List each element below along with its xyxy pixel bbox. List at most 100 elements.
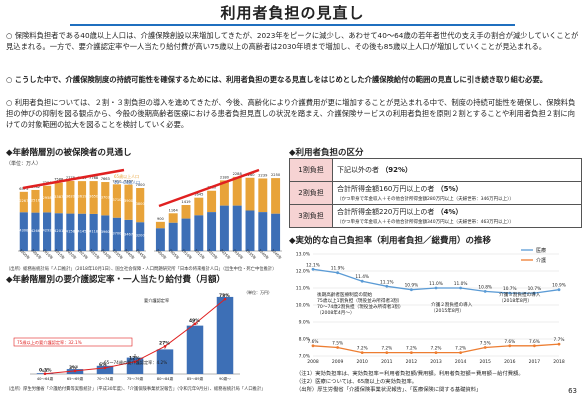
data-label: 2250	[271, 173, 281, 177]
annotation-65: 65～74歳の要介護認定率：4.2%	[104, 359, 167, 366]
data-label: 7.2%	[406, 346, 417, 352]
legend-kaigo: 介護	[536, 257, 546, 264]
data-label: 4266	[31, 229, 41, 233]
data-point	[312, 268, 315, 271]
bar-85plus	[258, 178, 267, 212]
bar-75-84	[271, 214, 280, 251]
annotation-koki: 75歳以上1割負担（現役並み所得者3割）	[317, 297, 402, 304]
data-point	[484, 290, 487, 293]
self-burden-chart: 7.0%8.0%9.0%10.0%11.0%12.0%13.0%2008 2009…	[289, 244, 579, 367]
tick-label: 12.0%	[296, 269, 311, 275]
data-label: 900	[157, 217, 165, 221]
bar-85plus	[156, 222, 165, 228]
data-label: 7.6%	[529, 339, 540, 345]
bar-85plus	[271, 178, 280, 214]
tick-label: 9.0%	[299, 320, 311, 326]
bar-75-84	[220, 206, 229, 251]
data-label: 3703	[101, 196, 110, 200]
burden-text: 下記以外の者	[337, 166, 379, 174]
burden-label: 1割負担	[290, 159, 333, 182]
data-point	[385, 351, 388, 354]
data-label: 3800	[136, 202, 146, 206]
data-point	[558, 343, 561, 346]
data-label: 4118	[89, 229, 99, 233]
data-label: 4308	[19, 229, 29, 233]
bullet: ○	[6, 98, 12, 107]
data-label: 27%	[159, 340, 170, 346]
tick-label: 2010	[356, 359, 368, 365]
chart1-unit: （単位：万人）	[6, 160, 41, 167]
data-label: 2516	[31, 198, 41, 202]
tick-label: 65～69歳	[67, 376, 84, 381]
data-point	[410, 351, 413, 354]
bar-85plus	[246, 178, 255, 211]
tick-label: 2017	[529, 359, 541, 365]
care-rate-chart: 0.140～64歳0.665～69歳170～74歳275～79歳380～84歳5…	[4, 284, 286, 384]
tick-label: 13.0%	[296, 252, 311, 258]
data-label: 3467	[124, 232, 133, 236]
burden-section-title: ◆利用者負担の区分	[289, 146, 364, 158]
data-label: 3620	[66, 194, 76, 198]
data-point	[558, 288, 561, 291]
data-point	[312, 344, 315, 347]
tick-label: 70～74歳	[97, 376, 114, 381]
annotation-kaigo-2: （2015年8月）	[431, 307, 464, 314]
data-point	[336, 346, 339, 349]
data-label: 10.9%	[405, 283, 419, 289]
data-label: 49%	[189, 318, 200, 324]
tick-label: 2008	[307, 359, 319, 365]
tick-label: 2012	[406, 359, 418, 365]
population-chart: 4308226765752000年4266251667822005年429229…	[4, 156, 286, 266]
bar-85plus	[182, 205, 191, 219]
data-label: 11.0%	[429, 281, 443, 287]
bar-75-84	[246, 211, 255, 252]
paragraph-2: ○ こうした中で、介護保険制度の持続可能性を確保するためには、利用者負担の更なる…	[6, 74, 580, 85]
data-label: 7.5%	[480, 341, 491, 347]
paragraph-text: こうした中で、介護保険制度の持続可能性を確保するためには、利用者負担の更なる見直…	[15, 75, 547, 84]
paragraph-3: ○ 利用者負担については、２割・３割負担の導入を進めてきたが、今後、高齢化により…	[6, 97, 580, 130]
data-label: 2180	[220, 175, 230, 179]
paragraph-text: 保険料負担者である40歳以上人口は、介護保険創設以来増加してきたが、2023年を…	[6, 31, 578, 51]
burden-cell: 合計所得金額160万円以上の者 （5%） （かつ単身で年金収入＋その他合計所得金…	[333, 182, 582, 205]
burden-sub: （かつ単身で年金収入＋その他合計所得金額280万円以上（夫婦世帯：346万円以上…	[337, 197, 514, 202]
annotation-koki: （2008年4月～）	[317, 309, 355, 316]
annotation-koki: 後期高齢者医療制度の開始	[317, 291, 373, 298]
bullet: ○	[6, 75, 12, 84]
bar-85plus	[207, 191, 216, 212]
bar-benefit	[187, 326, 204, 374]
burden-label: 2割負担	[290, 182, 333, 205]
data-label: 7.2%	[381, 346, 392, 352]
data-label: 3960	[101, 230, 111, 234]
data-label: 2267	[19, 199, 28, 203]
data-label: 2239	[258, 173, 268, 177]
data-label: 4158	[66, 229, 76, 233]
data-label: 11.9%	[331, 266, 345, 272]
data-label: 4201	[54, 229, 63, 233]
tick-label: 10.0%	[296, 303, 311, 309]
data-label: 10.7%	[528, 286, 542, 292]
data-label: 3200	[136, 234, 146, 238]
table-row: 2割負担 合計所得金額160万円以上の者 （5%） （かつ単身で年金収入＋その他…	[290, 182, 582, 205]
legend-rate: 要介護認定率	[144, 297, 169, 304]
data-point	[508, 344, 511, 347]
page-title: 利用者負担の見直し	[0, 2, 585, 23]
tick-label: 2013	[430, 359, 442, 365]
data-label: 3710	[112, 198, 122, 202]
data-label: 11.1%	[380, 279, 394, 285]
data-point	[435, 351, 438, 354]
bar-75-84	[182, 219, 191, 251]
tick-label: 2011	[381, 359, 393, 365]
data-label: 7.2%	[431, 346, 442, 352]
data-label: 3387	[54, 195, 63, 199]
data-point	[361, 351, 364, 354]
data-label: 7.2%	[455, 346, 466, 352]
data-label: 3650	[89, 195, 99, 199]
data-label: 1419	[181, 200, 191, 204]
burden-table: 1割負担 下記以外の者 （92%） 2割負担 合計所得金額160万円以上の者 （…	[289, 158, 582, 228]
tick-label: 80～84歳	[157, 376, 174, 381]
burden-cell: 下記以外の者 （92%）	[333, 159, 582, 182]
legend-young: 40～64歳人口	[114, 179, 140, 185]
data-point	[361, 280, 364, 283]
legend-iryo: 医療	[536, 247, 546, 254]
data-point	[484, 346, 487, 349]
